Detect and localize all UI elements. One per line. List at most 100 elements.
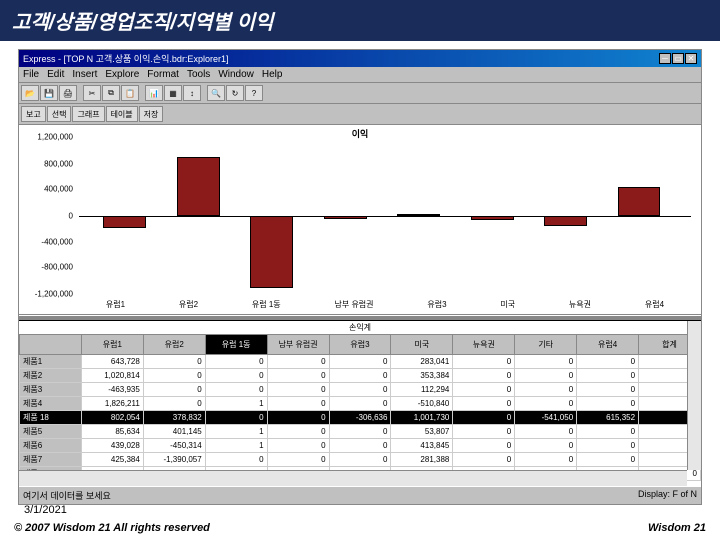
cell[interactable]: 0 <box>577 369 639 383</box>
tb2-선택[interactable]: 선택 <box>47 106 72 122</box>
cell[interactable]: 0 <box>577 383 639 397</box>
cell[interactable]: 0 <box>453 439 515 453</box>
tb-table-icon[interactable]: ▦ <box>164 85 182 101</box>
cell[interactable]: 0 <box>205 383 267 397</box>
cell[interactable]: -510,840 <box>391 397 453 411</box>
menu-file[interactable]: File <box>23 69 39 80</box>
cell[interactable]: 0 <box>577 425 639 439</box>
cell[interactable]: 0 <box>267 369 329 383</box>
tb-copy-icon[interactable]: ⧉ <box>102 85 120 101</box>
col-header[interactable]: 남부 유럽권 <box>267 335 329 355</box>
cell[interactable]: 0 <box>267 439 329 453</box>
cell[interactable]: 0 <box>515 397 577 411</box>
tb2-저장[interactable]: 저장 <box>139 106 164 122</box>
cell[interactable]: 0 <box>267 383 329 397</box>
col-header[interactable]: 유럽2 <box>143 335 205 355</box>
cell[interactable]: 0 <box>329 397 391 411</box>
row-header[interactable]: 제품7 <box>20 453 82 467</box>
cell[interactable]: 1 <box>205 397 267 411</box>
cell[interactable]: 0 <box>143 397 205 411</box>
cell[interactable]: 1,001,730 <box>391 411 453 425</box>
row-header[interactable]: 제품2 <box>20 369 82 383</box>
chart-bar[interactable] <box>544 216 587 227</box>
cell[interactable]: 0 <box>267 397 329 411</box>
cell[interactable]: 1 <box>205 439 267 453</box>
table-row[interactable]: 제품 18802,054378,83200-306,6361,001,7300-… <box>20 411 701 425</box>
table-row[interactable]: 제품6439,028-450,314100413,8450000 <box>20 439 701 453</box>
maximize-button[interactable]: ▭ <box>672 53 684 64</box>
cell[interactable]: 0 <box>267 425 329 439</box>
row-header[interactable]: 제품 18 <box>20 411 82 425</box>
cell[interactable]: 112,294 <box>391 383 453 397</box>
table-row[interactable]: 제품7425,384-1,390,057000281,3880000 <box>20 453 701 467</box>
col-header[interactable]: 미국 <box>391 335 453 355</box>
tb-refresh-icon[interactable]: ↻ <box>226 85 244 101</box>
cell[interactable]: -450,314 <box>143 439 205 453</box>
col-header[interactable]: 유럽1 <box>81 335 143 355</box>
cell[interactable]: 0 <box>515 369 577 383</box>
cell[interactable]: 0 <box>515 383 577 397</box>
menu-tools[interactable]: Tools <box>187 69 210 80</box>
cell[interactable]: 0 <box>515 355 577 369</box>
cell[interactable]: 0 <box>329 355 391 369</box>
cell[interactable]: 0 <box>267 411 329 425</box>
cell[interactable]: 353,384 <box>391 369 453 383</box>
scrollbar-horizontal[interactable] <box>19 470 687 486</box>
cell[interactable]: 0 <box>329 425 391 439</box>
cell[interactable]: 0 <box>515 425 577 439</box>
cell[interactable]: 0 <box>205 355 267 369</box>
table-row[interactable]: 제품41,826,2110100-510,8400000 <box>20 397 701 411</box>
cell[interactable]: 1,020,814 <box>81 369 143 383</box>
cell[interactable]: 425,384 <box>81 453 143 467</box>
chart-bar[interactable] <box>618 187 661 215</box>
chart-bar[interactable] <box>250 216 293 288</box>
row-header[interactable]: 제품5 <box>20 425 82 439</box>
cell[interactable]: 53,807 <box>391 425 453 439</box>
titlebar[interactable]: Express - [TOP N 고객.상품 이익.손익.bdr:Explore… <box>19 50 701 67</box>
menu-format[interactable]: Format <box>147 69 179 80</box>
cell[interactable]: 0 <box>453 355 515 369</box>
row-header[interactable]: 제품3 <box>20 383 82 397</box>
menu-edit[interactable]: Edit <box>47 69 64 80</box>
row-header[interactable]: 제품1 <box>20 355 82 369</box>
cell[interactable]: 439,028 <box>81 439 143 453</box>
cell[interactable]: 0 <box>577 355 639 369</box>
cell[interactable]: 615,352 <box>577 411 639 425</box>
table-row[interactable]: 제품1643,7280000283,0410000 <box>20 355 701 369</box>
cell[interactable]: 0 <box>205 369 267 383</box>
tb2-그래프[interactable]: 그래프 <box>72 106 104 122</box>
table-row[interactable]: 제품585,634401,14510053,8070000 <box>20 425 701 439</box>
chart-bar[interactable] <box>397 214 440 216</box>
cell[interactable]: -306,636 <box>329 411 391 425</box>
col-header[interactable]: 유럽 1동 <box>205 335 267 355</box>
cell[interactable]: 0 <box>267 453 329 467</box>
cell[interactable]: -541,050 <box>515 411 577 425</box>
cell[interactable]: 1 <box>205 425 267 439</box>
tb-zoom-icon[interactable]: 🔍 <box>207 85 225 101</box>
cell[interactable]: 1,826,211 <box>81 397 143 411</box>
cell[interactable]: 0 <box>453 383 515 397</box>
cell[interactable]: 0 <box>329 439 391 453</box>
col-header[interactable]: 뉴욕권 <box>453 335 515 355</box>
col-header[interactable]: 유럽3 <box>329 335 391 355</box>
tb-paste-icon[interactable]: 📋 <box>121 85 139 101</box>
table-row[interactable]: 제품21,020,8140000353,3840000 <box>20 369 701 383</box>
tb2-보고[interactable]: 보고 <box>21 106 46 122</box>
cell[interactable]: 401,145 <box>143 425 205 439</box>
cell[interactable]: 0 <box>329 383 391 397</box>
cell[interactable]: 0 <box>453 411 515 425</box>
cell[interactable]: 0 <box>577 397 639 411</box>
cell[interactable]: 281,388 <box>391 453 453 467</box>
cell[interactable]: 0 <box>267 355 329 369</box>
cell[interactable]: 0 <box>453 425 515 439</box>
chart-bar[interactable] <box>103 216 146 229</box>
tb2-테이블[interactable]: 테이블 <box>106 106 138 122</box>
row-header[interactable]: 제품4 <box>20 397 82 411</box>
cell[interactable]: 0 <box>329 453 391 467</box>
cell[interactable]: 0 <box>205 453 267 467</box>
cell[interactable]: 0 <box>143 355 205 369</box>
col-header[interactable]: 기타 <box>515 335 577 355</box>
menu-window[interactable]: Window <box>218 69 254 80</box>
cell[interactable]: 0 <box>453 369 515 383</box>
cell[interactable]: -463,935 <box>81 383 143 397</box>
